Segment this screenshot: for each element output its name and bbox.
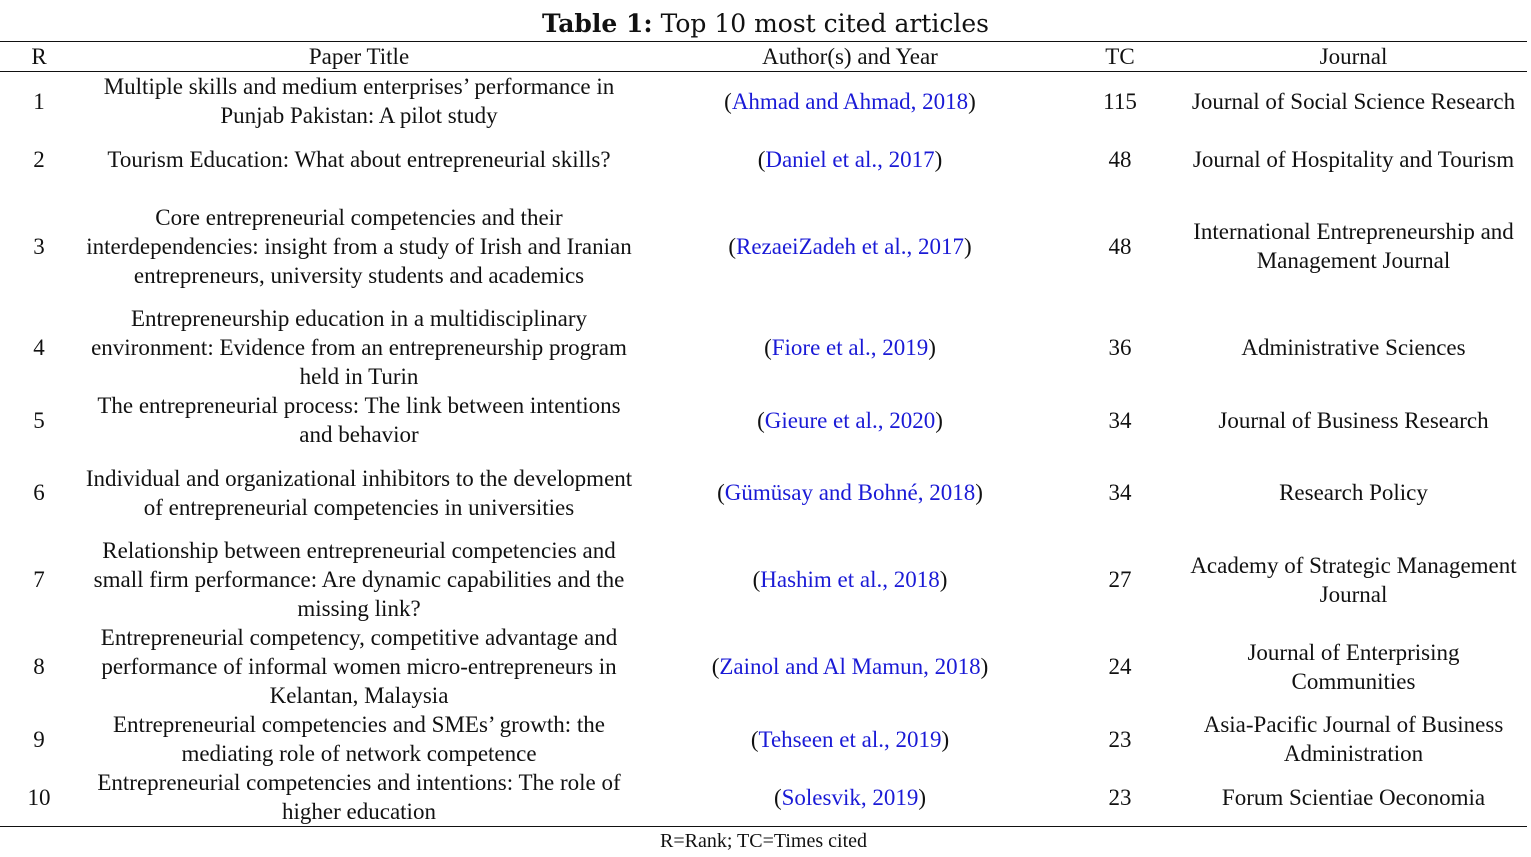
cell-authors: (Solesvik, 2019) bbox=[640, 768, 1060, 827]
cell-title: Entrepreneurial competency, competitive … bbox=[100, 625, 618, 708]
table-row: 7 Relationship between entrepreneurial c… bbox=[0, 536, 1527, 623]
cell-rank: 1 bbox=[33, 88, 45, 114]
cell-tc: 48 bbox=[1108, 146, 1132, 172]
cell-tc: 23 bbox=[1108, 726, 1132, 752]
table-row: 2 Tourism Education: What about entrepre… bbox=[0, 130, 1527, 188]
cell-journal: Research Policy bbox=[1279, 480, 1428, 505]
cell-journal: Journal of Business Research bbox=[1218, 407, 1489, 433]
citation-link[interactable]: Fiore et al., 2019 bbox=[771, 335, 929, 360]
citation-link[interactable]: Gieure et al., 2020 bbox=[764, 407, 936, 433]
table-row: 10 Entrepreneurial competencies and inte… bbox=[0, 768, 1527, 827]
citation-link[interactable]: Tehseen et al., 2019 bbox=[758, 726, 942, 752]
table-caption: Table 1: Top 10 most cited articles bbox=[0, 8, 1531, 40]
top-cited-articles-table: R Paper Title Author(s) and Year TC Jour… bbox=[0, 41, 1527, 827]
table-row: 5 The entrepreneurial process: The link … bbox=[0, 391, 1527, 449]
cell-rank: 2 bbox=[33, 146, 45, 172]
header-row: R Paper Title Author(s) and Year TC Jour… bbox=[0, 41, 1527, 72]
cell-title: Entrepreneurship education in a multidis… bbox=[91, 306, 627, 389]
header-journal: Journal bbox=[1180, 41, 1527, 72]
cell-title: Tourism Education: What about entreprene… bbox=[107, 146, 611, 172]
cell-rank: 6 bbox=[33, 480, 45, 505]
cell-title: Entrepreneurial competencies and SMEs’ g… bbox=[113, 712, 605, 766]
cell-journal: Asia-Pacific Journal of Business Adminis… bbox=[1203, 712, 1504, 766]
table-label: Table 1: bbox=[542, 9, 653, 38]
cell-title: Individual and organizational inhibitors… bbox=[85, 465, 633, 520]
table-row: 9 Entrepreneurial competencies and SMEs’… bbox=[0, 710, 1527, 768]
citation-link[interactable]: Gümüsay and Bohné, 2018 bbox=[724, 480, 976, 505]
cell-tc: 48 bbox=[1108, 233, 1132, 259]
cell-authors: (Gümüsay and Bohné, 2018) bbox=[717, 480, 983, 505]
cell-authors: (Daniel et al., 2017) bbox=[757, 146, 943, 172]
header-authors: Author(s) and Year bbox=[640, 41, 1060, 72]
cell-authors: (Zainol and Al Mamun, 2018) bbox=[711, 654, 989, 679]
cell-tc: 36 bbox=[1108, 335, 1132, 360]
cell-rank: 5 bbox=[33, 407, 45, 433]
cell-title: Relationship between entrepreneurial com… bbox=[93, 538, 625, 621]
cell-authors: (Tehseen et al., 2019) bbox=[750, 726, 950, 752]
cell-authors: (Fiore et al., 2019) bbox=[764, 335, 936, 360]
header-title: Paper Title bbox=[78, 41, 640, 72]
cell-rank: 7 bbox=[33, 567, 45, 592]
cell-journal: Journal of Hospitality and Tourism bbox=[1192, 146, 1515, 172]
cell-tc: 27 bbox=[1108, 567, 1132, 592]
cell-title: Core entrepreneurial competencies and th… bbox=[86, 204, 632, 288]
citation-link[interactable]: Ahmad and Ahmad, 2018 bbox=[731, 88, 969, 114]
cell-title: The entrepreneurial process: The link be… bbox=[97, 393, 621, 447]
cell-rank: 10 bbox=[0, 768, 78, 827]
table-row: 8 Entrepreneurial competency, competitiv… bbox=[0, 623, 1527, 710]
table-row: 6 Individual and organizational inhibito… bbox=[0, 449, 1527, 536]
cell-authors: (Gieure et al., 2020) bbox=[757, 407, 943, 433]
table-footnote: R=Rank; TC=Times cited bbox=[659, 830, 868, 852]
citation-link[interactable]: Solesvik, 2019 bbox=[781, 784, 919, 810]
citation-link[interactable]: Zainol and Al Mamun, 2018 bbox=[719, 654, 981, 679]
cell-journal: International Entrepreneurship and Manag… bbox=[1193, 219, 1514, 273]
cell-journal: Administrative Sciences bbox=[1241, 335, 1466, 360]
header-rank: R bbox=[0, 41, 78, 72]
citation-link[interactable]: Daniel et al., 2017 bbox=[765, 146, 935, 172]
cell-title: Entrepreneurial competencies and intenti… bbox=[78, 768, 640, 827]
cell-authors: (Ahmad and Ahmad, 2018) bbox=[724, 88, 976, 114]
cell-journal: Forum Scientiae Oeconomia bbox=[1180, 768, 1527, 827]
cell-rank: 3 bbox=[33, 233, 45, 259]
cell-tc: 34 bbox=[1108, 407, 1132, 433]
cell-title: Multiple skills and medium enterprises’ … bbox=[103, 74, 615, 128]
table-row: 4 Entrepreneurship education in a multid… bbox=[0, 304, 1527, 391]
cell-rank: 9 bbox=[33, 726, 45, 752]
cell-rank: 8 bbox=[33, 654, 45, 679]
table-row: 1 Multiple skills and medium enterprises… bbox=[0, 72, 1527, 131]
cell-tc: 23 bbox=[1060, 768, 1180, 827]
cell-journal: Journal of Social Science Research bbox=[1191, 88, 1516, 114]
table-row: 3 Core entrepreneurial competencies and … bbox=[0, 188, 1527, 304]
citation-link[interactable]: Hashim et al., 2018 bbox=[760, 567, 940, 592]
cell-rank: 4 bbox=[33, 335, 45, 360]
cell-journal: Journal of Enterprising Communities bbox=[1247, 639, 1460, 694]
cell-tc: 34 bbox=[1108, 480, 1132, 505]
cell-tc: 24 bbox=[1108, 654, 1132, 679]
citation-link[interactable]: RezaeiZadeh et al., 2017 bbox=[736, 233, 964, 259]
cell-tc: 115 bbox=[1103, 88, 1137, 114]
table-title: Top 10 most cited articles bbox=[660, 9, 989, 38]
cell-authors: (Hashim et al., 2018) bbox=[752, 567, 948, 592]
header-tc: TC bbox=[1060, 41, 1180, 72]
cell-authors: (RezaeiZadeh et al., 2017) bbox=[728, 233, 972, 259]
cell-journal: Academy of Strategic Management Journal bbox=[1190, 552, 1517, 607]
